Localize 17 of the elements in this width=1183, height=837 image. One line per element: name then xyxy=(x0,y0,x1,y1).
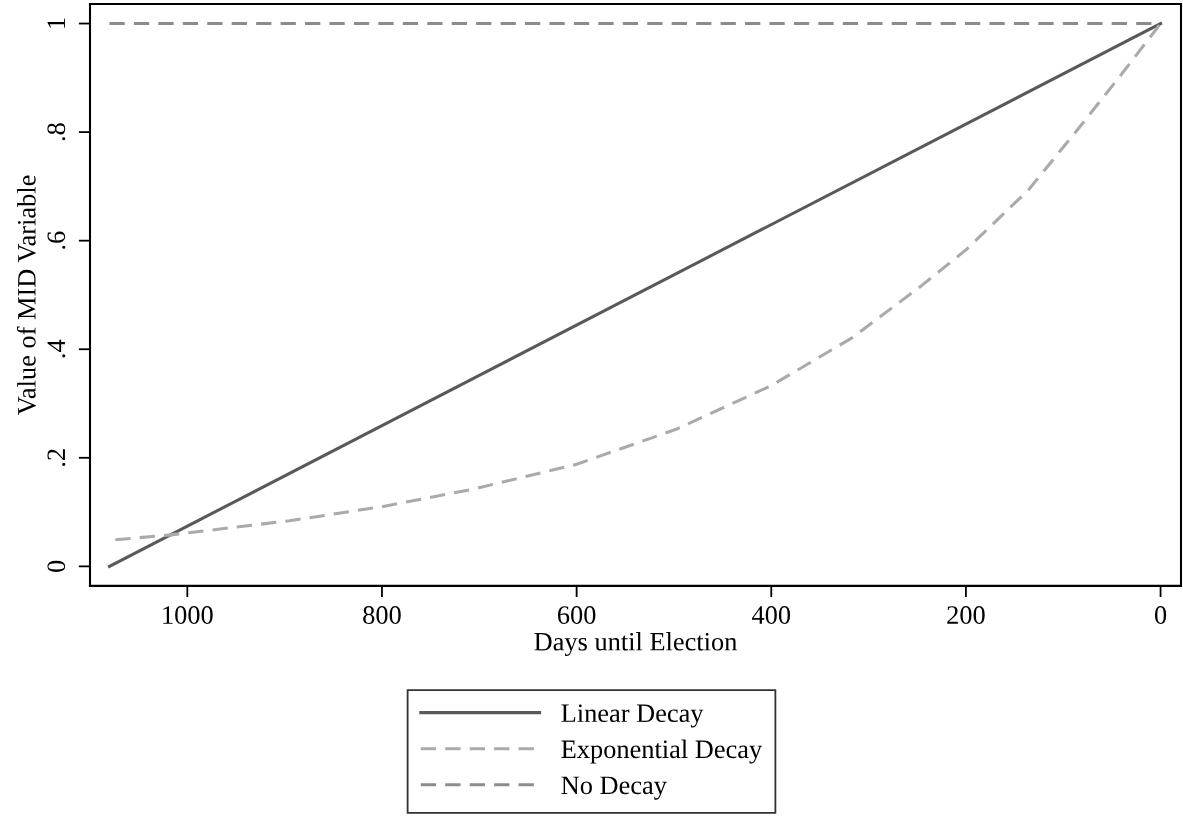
x-tick-label: 0 xyxy=(1154,606,1167,624)
legend-label: No Decay xyxy=(561,776,667,800)
legend-label: Exponential Decay xyxy=(561,739,763,764)
x-tick-label: 600 xyxy=(557,606,596,624)
x-tick-label: 400 xyxy=(751,606,791,624)
y-tick-label: 1 xyxy=(47,18,65,28)
y-tick-label: .2 xyxy=(47,449,66,466)
x-axis-title: Days until Election xyxy=(534,632,737,657)
y-axis-title: Value of MID Variable xyxy=(16,175,36,415)
legend-label: Linear Decay xyxy=(561,704,704,728)
y-tick-label: .8 xyxy=(47,123,66,141)
y-tick-label: .4 xyxy=(47,339,66,358)
x-tick-label: 200 xyxy=(947,606,985,624)
y-tick-label: .6 xyxy=(47,231,66,249)
x-tick-label: 800 xyxy=(363,606,401,624)
x-tick-label: 1000 xyxy=(163,606,213,624)
y-tick-label: 0 xyxy=(47,560,66,572)
